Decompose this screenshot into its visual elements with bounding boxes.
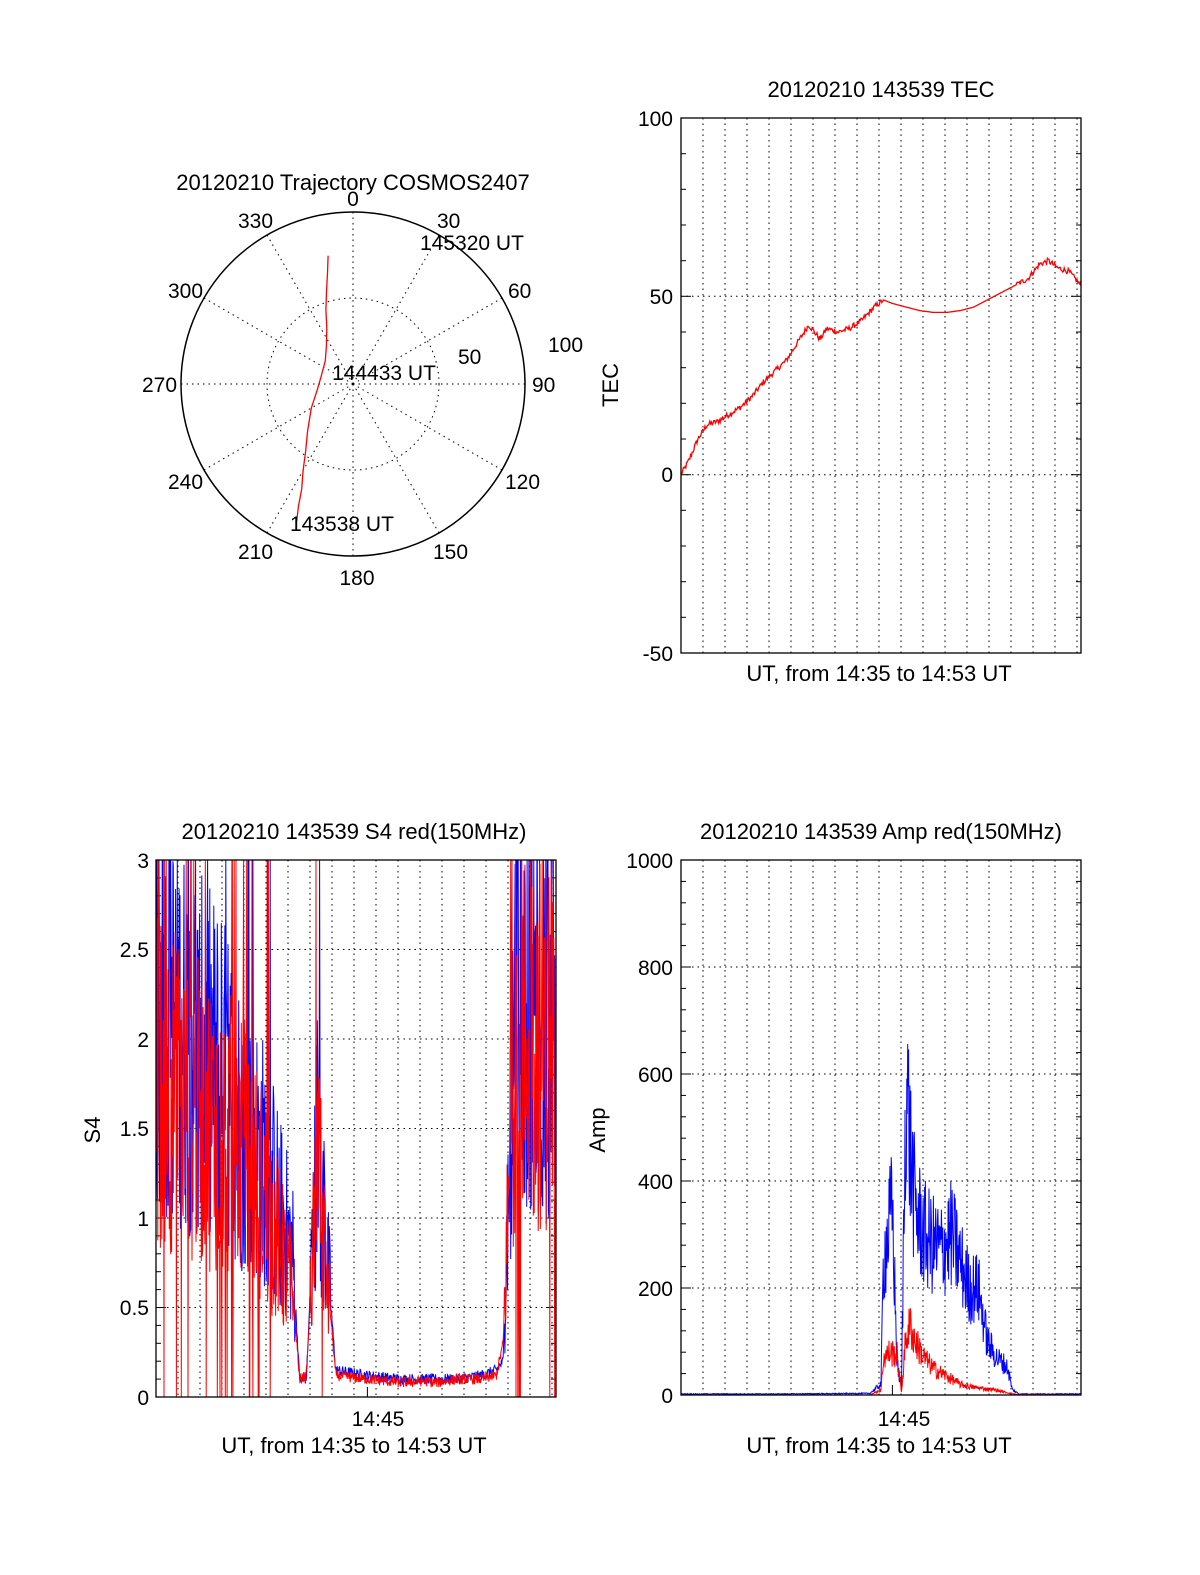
- polar-spoke-60: [352, 297, 503, 385]
- s4-ytick-0: 0: [137, 1387, 149, 1410]
- amp-ytick-400: 400: [638, 1171, 673, 1194]
- polar-annotation-end: 145320 UT: [420, 232, 524, 255]
- polar-az-300-label: 300: [168, 280, 203, 303]
- s4-ytick-0-5: 0.5: [120, 1297, 149, 1320]
- tec-frame: [680, 117, 1082, 654]
- polar-outer-ring: [180, 211, 526, 557]
- tec-ylabel: TEC: [598, 363, 623, 407]
- s4-series: [155, 859, 557, 1398]
- amp-ylabel: Amp: [585, 1107, 610, 1152]
- polar-az-330-label: 330: [238, 210, 273, 233]
- tec-ytick-0: 0: [661, 464, 673, 487]
- amp-xlabel: UT, from 14:35 to 14:53 UT: [746, 1433, 1011, 1458]
- s4-ytick-2-5: 2.5: [120, 939, 149, 962]
- amp-ytick-200: 200: [638, 1278, 673, 1301]
- amp-frame: [680, 859, 1082, 1396]
- polar-spoke-210: [266, 383, 354, 534]
- polar-az-60-label: 60: [508, 280, 531, 303]
- polar-az-30-label: 30: [437, 210, 460, 233]
- s4-chart: 20120210 143539 S4 red(150MHz) 3 2.5 2 1…: [80, 819, 557, 1458]
- s4-xtick-1445: 14:45: [352, 1408, 405, 1431]
- amp-ytick-600: 600: [638, 1064, 673, 1087]
- s4-xlabel: UT, from 14:35 to 14:53 UT: [221, 1433, 486, 1458]
- polar-radius-50-label: 50: [458, 346, 481, 369]
- polar-az-240-label: 240: [168, 471, 203, 494]
- polar-inner-ring: [266, 297, 440, 471]
- polar-annotation-mid: 144433 UT: [332, 362, 436, 385]
- polar-az-180-label: 180: [339, 567, 374, 590]
- polar-annotation-start: 143538 UT: [290, 513, 394, 536]
- polar-radius-100-label: 100: [548, 334, 583, 357]
- polar-az-270-label: 270: [142, 374, 177, 397]
- polar-title: 20120210 Trajectory COSMOS2407: [176, 170, 529, 195]
- polar-spoke-330: [266, 234, 354, 385]
- polar-spoke-30: [352, 234, 440, 385]
- tec-ytick-50: 50: [650, 286, 673, 309]
- amp-xtick-1445: 14:45: [878, 1408, 931, 1431]
- polar-spoke-300: [203, 297, 354, 385]
- polar-az-0-label: 0: [347, 188, 359, 211]
- tec-ytick-m50: -50: [643, 643, 673, 666]
- amp-series: [680, 1043, 1082, 1396]
- amp-ytick-0: 0: [661, 1385, 673, 1408]
- amp-ytick-800: 800: [638, 957, 673, 980]
- amp-title: 20120210 143539 Amp red(150MHz): [700, 819, 1062, 844]
- tec-xlabel: UT, from 14:35 to 14:53 UT: [746, 661, 1011, 686]
- polar-spoke-240: [203, 383, 354, 471]
- polar-trajectory-chart: 20120210 Trajectory COSMOS2407 0 30 60 9…: [142, 170, 583, 590]
- s4-ytick-3: 3: [137, 850, 149, 873]
- polar-grid: [181, 212, 525, 556]
- s4-ylabel: S4: [80, 1117, 105, 1144]
- s4-ytick-1-5: 1.5: [120, 1118, 149, 1141]
- polar-spoke-150: [352, 383, 440, 534]
- tec-series-line: [680, 256, 1082, 476]
- polar-trajectory-line: [295, 255, 329, 525]
- s4-ytick-1: 1: [137, 1208, 149, 1231]
- amp-ytick-1000: 1000: [626, 850, 673, 873]
- amp-grid: [681, 859, 1081, 1396]
- s4-series-red: [155, 859, 557, 1398]
- amp-series-blue: [680, 1043, 1082, 1396]
- polar-spoke-120: [352, 383, 503, 471]
- polar-az-210-label: 210: [238, 541, 273, 564]
- s4-ytick-2: 2: [137, 1029, 149, 1052]
- tec-ytick-100: 100: [638, 108, 673, 131]
- polar-az-90-label: 90: [532, 374, 555, 397]
- tec-title: 20120210 143539 TEC: [767, 77, 994, 102]
- amp-chart: 20120210 143539 Amp red(150MHz) 1000 800…: [585, 819, 1082, 1458]
- polar-az-150-label: 150: [433, 541, 468, 564]
- tec-chart: 20120210 143539 TEC 100 50 0 -50 UT, fro…: [598, 77, 1082, 686]
- tec-grid: [681, 117, 1081, 654]
- s4-frame: [155, 859, 557, 1398]
- polar-az-120-label: 120: [505, 471, 540, 494]
- s4-title: 20120210 143539 S4 red(150MHz): [182, 819, 527, 844]
